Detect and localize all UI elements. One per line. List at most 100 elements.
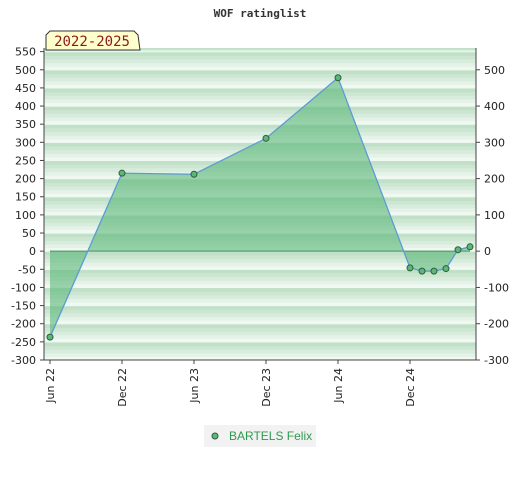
grid-band — [44, 309, 476, 314]
data-point[interactable] — [418, 267, 426, 275]
grid-band — [44, 280, 476, 285]
data-point[interactable] — [442, 265, 450, 273]
grid-band — [44, 327, 476, 332]
y-tick-label: -300 — [11, 354, 36, 367]
grid-band — [44, 50, 476, 52]
data-markers — [46, 74, 474, 341]
legend-bg — [204, 425, 316, 447]
data-point[interactable] — [118, 169, 126, 177]
grid-band — [44, 106, 476, 111]
grid-band — [44, 330, 476, 336]
grid-band — [44, 91, 476, 96]
grid-band — [44, 345, 476, 350]
grid-band — [44, 356, 476, 361]
grid-band — [44, 113, 476, 118]
y-axis-right: -300 -200 -100 0 100 200 300 400 500 — [475, 48, 509, 367]
grid-band — [44, 283, 476, 289]
legend-marker — [211, 432, 219, 440]
y-tick-label: 500 — [15, 64, 36, 77]
grid-band — [44, 95, 476, 100]
y-tick-label: 300 — [15, 136, 36, 149]
y-tick-label: 550 — [15, 46, 36, 59]
y-tick-label: 150 — [15, 191, 36, 204]
grid-band — [44, 87, 476, 93]
x-tick-label: Jun 24 — [332, 368, 345, 404]
data-point[interactable] — [46, 333, 54, 341]
grid-band — [44, 109, 476, 114]
y-tick-label-right: 500 — [484, 64, 505, 77]
grid-band — [44, 265, 476, 270]
y-tick-label: 0 — [29, 245, 36, 258]
series-area — [50, 77, 470, 338]
grid-band — [44, 276, 476, 281]
y-tick-label: 400 — [15, 100, 36, 113]
grid-band — [44, 305, 476, 310]
x-tick-label: Dec 22 — [116, 368, 129, 407]
grid-band — [44, 48, 476, 50]
y-tick-label: 50 — [22, 227, 36, 240]
grid-band — [44, 294, 476, 299]
y-tick-label: -100 — [11, 281, 36, 294]
grid-band — [44, 287, 476, 292]
grid-band — [44, 131, 476, 136]
grid-band — [44, 262, 476, 267]
y-tick-label: 100 — [15, 209, 36, 222]
y-tick-label: 250 — [15, 154, 36, 167]
y-tick-label: -200 — [11, 318, 36, 331]
grid-band — [44, 334, 476, 339]
y-tick-label-right: 0 — [484, 245, 491, 258]
y-tick-label-right: 400 — [484, 100, 505, 113]
data-point[interactable] — [454, 246, 462, 254]
grid-band — [44, 98, 476, 104]
legend-entry-label: BARTELS Felix — [229, 429, 312, 443]
data-point[interactable] — [190, 170, 198, 178]
data-point[interactable] — [466, 243, 474, 251]
grid-band — [44, 84, 476, 89]
grid-band — [44, 124, 476, 129]
grid-band — [44, 341, 476, 347]
grid-band — [44, 62, 476, 67]
grid-band — [44, 352, 476, 357]
y-tick-label-right: -300 — [484, 354, 509, 367]
grid-band — [44, 69, 476, 74]
grid-band — [44, 298, 476, 303]
data-point[interactable] — [430, 267, 438, 275]
grid-band — [44, 58, 476, 64]
grid-band — [44, 127, 476, 133]
x-tick-label: Jun 22 — [44, 368, 57, 404]
grid-band — [44, 316, 476, 321]
x-axis: Jun 22 Dec 22 Jun 23 Dec 23 Jun 24 Dec 24 — [44, 359, 476, 407]
data-point[interactable] — [406, 264, 414, 272]
legend[interactable]: BARTELS Felix — [204, 425, 316, 447]
y-axis-left: -300 -250 -200 -150 -100 -50 0 50 100 150 200 250 30… — [11, 46, 45, 367]
y-tick-label-right: 300 — [484, 136, 505, 149]
y-tick-label-right: 100 — [484, 209, 505, 222]
grid-band — [44, 272, 476, 278]
grid-band — [44, 258, 476, 263]
grid-band — [44, 349, 476, 354]
grid-band — [44, 102, 476, 107]
grid-band — [44, 116, 476, 122]
grid-band — [44, 80, 476, 85]
chart-title: WOF ratinglist — [214, 7, 307, 20]
y-tick-label: 200 — [15, 173, 36, 186]
period-badge: 2022-2025 — [45, 30, 141, 51]
data-point[interactable] — [334, 74, 342, 82]
grid-band — [44, 50, 476, 53]
y-tick-label: -150 — [11, 300, 36, 313]
y-tick-label-right: -100 — [484, 281, 509, 294]
grid-band — [44, 120, 476, 125]
x-tick-label: Dec 23 — [260, 368, 273, 407]
data-point[interactable] — [262, 134, 270, 142]
grid-band — [44, 77, 476, 82]
grid-band — [44, 48, 476, 51]
grid-band — [44, 254, 476, 260]
y-tick-label-right: -200 — [484, 318, 509, 331]
x-tick-label: Dec 24 — [404, 368, 417, 407]
y-tick-label: 350 — [15, 118, 36, 131]
grid-band — [44, 51, 476, 56]
grid-band — [44, 338, 476, 343]
grid-band — [44, 320, 476, 325]
y-tick-label: -50 — [18, 263, 36, 276]
grid-band — [44, 66, 476, 71]
